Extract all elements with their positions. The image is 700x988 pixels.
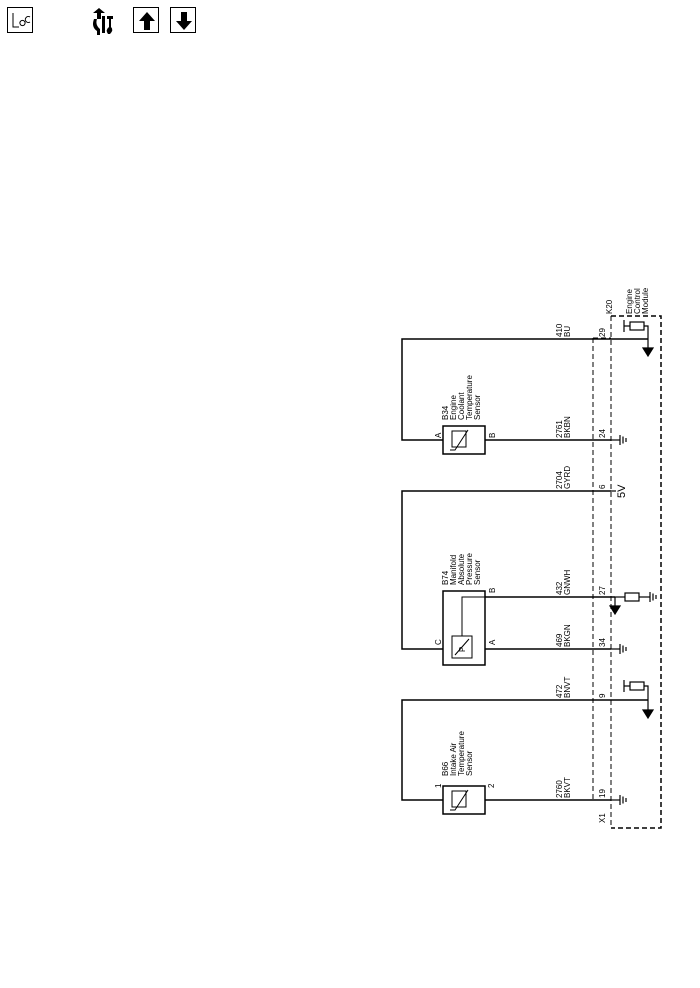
voltage-label: 5V bbox=[616, 484, 628, 498]
wire-circuit: 432 bbox=[555, 581, 564, 595]
locator-icon bbox=[12, 13, 31, 28]
sensor-intake-air-temperature: 1 2 B66 Intake Air Temperature Sensor bbox=[434, 731, 496, 815]
module-id: K20 bbox=[605, 299, 614, 314]
wire-color: BKBN bbox=[563, 416, 572, 438]
sensor-manifold-absolute-pressure: P C A B B74 Manifold Absolute Pressure S… bbox=[434, 552, 497, 666]
iat-pin-2: 2 bbox=[487, 783, 496, 788]
pin-number: 27 bbox=[598, 586, 607, 595]
map-pin-b: B bbox=[488, 588, 497, 593]
wire-color: BU bbox=[563, 326, 572, 337]
wire-color: BKGN bbox=[563, 624, 572, 647]
map-name-line3: Pressure bbox=[465, 552, 474, 585]
map-name-line4: Sensor bbox=[473, 559, 482, 585]
ect-pin-b: B bbox=[488, 433, 497, 438]
map-name-line2: Absolute bbox=[457, 553, 466, 585]
map-pin-c: C bbox=[434, 639, 443, 645]
map-id: B74 bbox=[441, 570, 450, 585]
module-label-line1: Engine bbox=[625, 289, 634, 314]
pin-number: 24 bbox=[598, 429, 607, 438]
iat-name-line2: Temperature bbox=[457, 731, 466, 776]
wire-circuit: 2704 bbox=[555, 471, 564, 489]
locator-button[interactable] bbox=[7, 7, 33, 33]
ground-symbol bbox=[611, 644, 627, 654]
tools-button[interactable] bbox=[88, 7, 118, 35]
ect-name-line1: Engine bbox=[449, 395, 458, 420]
pin-number: 29 bbox=[598, 328, 607, 337]
pin-number: 9 bbox=[598, 693, 607, 698]
tools-icon bbox=[93, 8, 113, 35]
module-label-line3: Module bbox=[641, 287, 650, 314]
pullup-resistor-ect bbox=[623, 320, 655, 358]
ground-symbol bbox=[611, 795, 627, 805]
toolbar bbox=[0, 0, 700, 44]
ect-name-line4: Sensor bbox=[473, 394, 482, 420]
ect-id: B34 bbox=[441, 405, 450, 420]
ground-symbol bbox=[611, 435, 627, 445]
ect-pin-a: A bbox=[434, 432, 443, 438]
pin-numbers: 19 9 34 27 6 24 29 bbox=[598, 328, 607, 798]
arrow-down-icon bbox=[176, 12, 192, 30]
module-label-line2: Control bbox=[633, 288, 642, 314]
wire-circuit: 2761 bbox=[555, 420, 564, 438]
pullup-resistors bbox=[608, 320, 655, 720]
previous-button[interactable] bbox=[133, 7, 159, 33]
ground-symbols bbox=[611, 435, 657, 805]
wire-circuit: 2760 bbox=[555, 780, 564, 798]
wire-color: BNVT bbox=[563, 677, 572, 698]
ground-symbol bbox=[643, 592, 657, 602]
wire-labels: 2760 BKVT 472 BNVT 469 BKGN 432 GNWH 2704 GYR… bbox=[555, 323, 572, 798]
wire-lines bbox=[401, 338, 648, 801]
next-button[interactable] bbox=[170, 7, 196, 33]
map-name-line1: Manifold bbox=[449, 555, 458, 585]
ect-name-line3: Temperature bbox=[465, 375, 474, 420]
iat-name-line3: Sensor bbox=[465, 750, 474, 776]
pin-number: 6 bbox=[598, 484, 607, 489]
iat-name-line1: Intake Air bbox=[449, 742, 458, 776]
iat-id: B66 bbox=[441, 761, 450, 776]
pin-number: 34 bbox=[598, 638, 607, 647]
wire-circuit: 410 bbox=[555, 323, 564, 337]
wire-color: GNWH bbox=[563, 569, 572, 595]
pin-number: 19 bbox=[598, 789, 607, 798]
pulldown-resistor-map bbox=[608, 592, 643, 616]
arrow-up-icon bbox=[139, 12, 155, 30]
sensor-engine-coolant-temperature: A B B34 Engine Coolant Temperature Senso… bbox=[434, 375, 497, 455]
pullup-resistor-iat bbox=[623, 680, 655, 720]
wire-color: BKVT bbox=[563, 777, 572, 798]
engine-control-module: Engine Control Module K20 X1 bbox=[592, 287, 662, 829]
wire-circuit: 472 bbox=[555, 684, 564, 698]
iat-pin-1: 1 bbox=[434, 783, 443, 788]
map-symbol: P bbox=[458, 647, 467, 652]
wire-color: GYRD bbox=[563, 466, 572, 489]
wire-circuit: 469 bbox=[555, 633, 564, 647]
ect-name-line2: Coolant bbox=[457, 392, 466, 420]
connector-label: X1 bbox=[598, 813, 607, 823]
map-pin-a: A bbox=[488, 639, 497, 645]
